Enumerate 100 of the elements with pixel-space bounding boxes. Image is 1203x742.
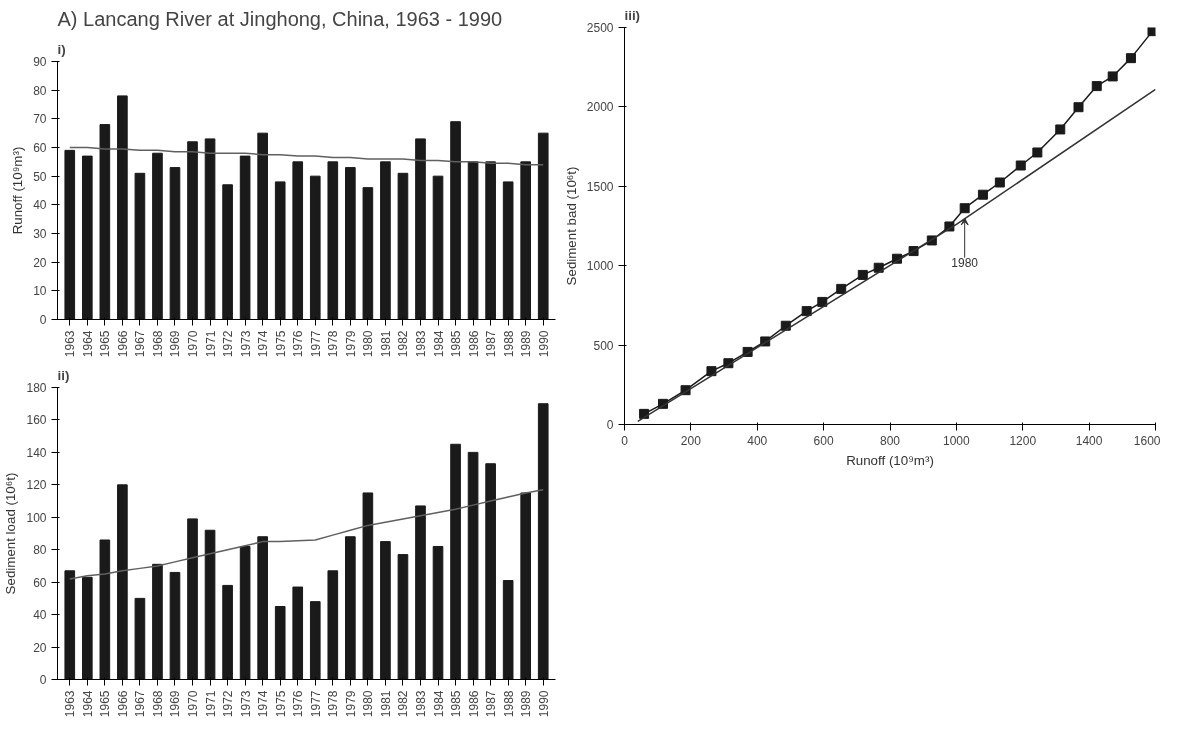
bar <box>380 161 391 320</box>
bar <box>239 155 251 320</box>
y-tick-label: 180 <box>26 381 47 395</box>
y-tick-label: 20 <box>33 255 47 270</box>
x-tick-label: 1963 <box>63 690 78 718</box>
x-tick-label: 1972 <box>221 690 236 718</box>
x-tick-label: 1967 <box>133 690 148 718</box>
bar <box>292 161 304 320</box>
bar <box>345 536 356 680</box>
bar <box>99 539 111 680</box>
x-tick-label: 1977 <box>308 690 323 718</box>
x-tick-label: 1990 <box>536 330 551 358</box>
point <box>1147 27 1156 37</box>
x-tick-label: 1979 <box>343 330 358 358</box>
x-tick-label: 600 <box>813 433 834 448</box>
y-axis-title: Runoff (10⁹m³) <box>10 146 26 235</box>
bar <box>450 443 461 680</box>
x-tick-label: 1976 <box>291 690 306 718</box>
x-tick-label: 1990 <box>536 690 551 718</box>
bar <box>204 529 216 680</box>
x-tick-label: 400 <box>747 433 768 448</box>
bar <box>502 181 514 320</box>
x-tick-label: 1975 <box>273 330 288 358</box>
bar <box>117 484 128 680</box>
bar <box>134 172 146 320</box>
bar <box>152 152 163 320</box>
y-tick-label: 500 <box>593 338 614 353</box>
bar <box>187 141 198 320</box>
bar <box>222 184 233 320</box>
y-tick-label: 40 <box>33 198 47 213</box>
bar <box>99 124 111 320</box>
x-tick-label: 1975 <box>273 690 288 718</box>
bar <box>502 580 514 680</box>
y-tick-label: 1500 <box>586 179 614 194</box>
y-tick-label: 60 <box>33 141 47 155</box>
x-tick-label: 1972 <box>221 330 236 358</box>
x-tick-label: 1977 <box>308 330 323 358</box>
bar <box>239 545 251 680</box>
y-tick-label: 100 <box>26 510 47 525</box>
line-series <box>69 488 544 580</box>
x-tick-label: 1983 <box>413 690 428 718</box>
chart-title: iii) <box>624 7 641 23</box>
x-tick-label: 1985 <box>449 330 464 358</box>
x-tick-label: 1986 <box>466 330 481 358</box>
bar <box>520 161 532 320</box>
bar <box>169 167 181 320</box>
bar <box>432 175 444 320</box>
x-tick-label: 1987 <box>484 330 499 358</box>
y-tick-label: 160 <box>26 413 47 428</box>
x-tick-label: 1969 <box>168 330 183 358</box>
point <box>857 269 868 280</box>
bar <box>362 492 374 680</box>
y-axis-title: Sediment load (10⁶t) <box>3 472 19 595</box>
x-tick-label: 1980 <box>361 330 376 358</box>
x-tick-label: 1968 <box>150 330 165 358</box>
x-axis-title: Runoff (10⁹m³) <box>846 452 934 468</box>
y-tick-label: 2500 <box>586 21 614 35</box>
x-tick-label: 1988 <box>501 690 516 718</box>
point <box>1055 124 1066 135</box>
bar <box>327 161 339 320</box>
x-tick-label: 1967 <box>133 330 148 358</box>
bar <box>485 463 496 680</box>
bar <box>257 132 268 320</box>
x-tick-label: 1981 <box>378 330 393 358</box>
x-tick-label: 1966 <box>115 690 130 718</box>
x-tick-label: 1973 <box>238 690 253 718</box>
point <box>1032 147 1043 158</box>
y-axis-title: Sediment bad (10⁶t) <box>563 166 579 286</box>
bar <box>187 518 198 680</box>
x-tick-label: 1980 <box>361 690 376 718</box>
point <box>1125 53 1136 64</box>
point <box>1091 81 1102 92</box>
bar <box>81 155 93 320</box>
bar <box>467 161 479 320</box>
y-tick-label: 1000 <box>586 259 614 274</box>
y-tick-label: 70 <box>33 112 47 127</box>
bar <box>169 571 181 680</box>
annotation: 1980 <box>951 255 979 270</box>
y-tick-label: 60 <box>33 575 47 590</box>
bar <box>415 505 426 680</box>
y-tick-label: 30 <box>33 227 47 241</box>
x-tick-label: 1984 <box>431 690 446 718</box>
x-tick-label: 1976 <box>291 330 306 358</box>
bar <box>450 121 461 320</box>
bar <box>64 149 76 320</box>
x-tick-label: 1982 <box>396 330 411 358</box>
y-tick-label: 0 <box>39 313 47 327</box>
chart-title: ii) <box>57 367 70 383</box>
x-tick-label: 1973 <box>238 330 253 358</box>
x-tick-label: 1981 <box>378 690 393 718</box>
bar <box>117 95 128 320</box>
y-tick-label: 0 <box>606 418 614 432</box>
x-tick-label: 1979 <box>343 690 358 718</box>
x-tick-label: 1970 <box>186 690 201 718</box>
x-tick-label: 1000 <box>943 433 971 448</box>
y-tick-label: 2000 <box>586 100 614 115</box>
x-tick-label: 1978 <box>326 690 341 718</box>
x-tick-label: 1985 <box>449 690 464 718</box>
x-tick-label: 1984 <box>431 330 446 358</box>
x-tick-label: 1978 <box>326 330 341 358</box>
